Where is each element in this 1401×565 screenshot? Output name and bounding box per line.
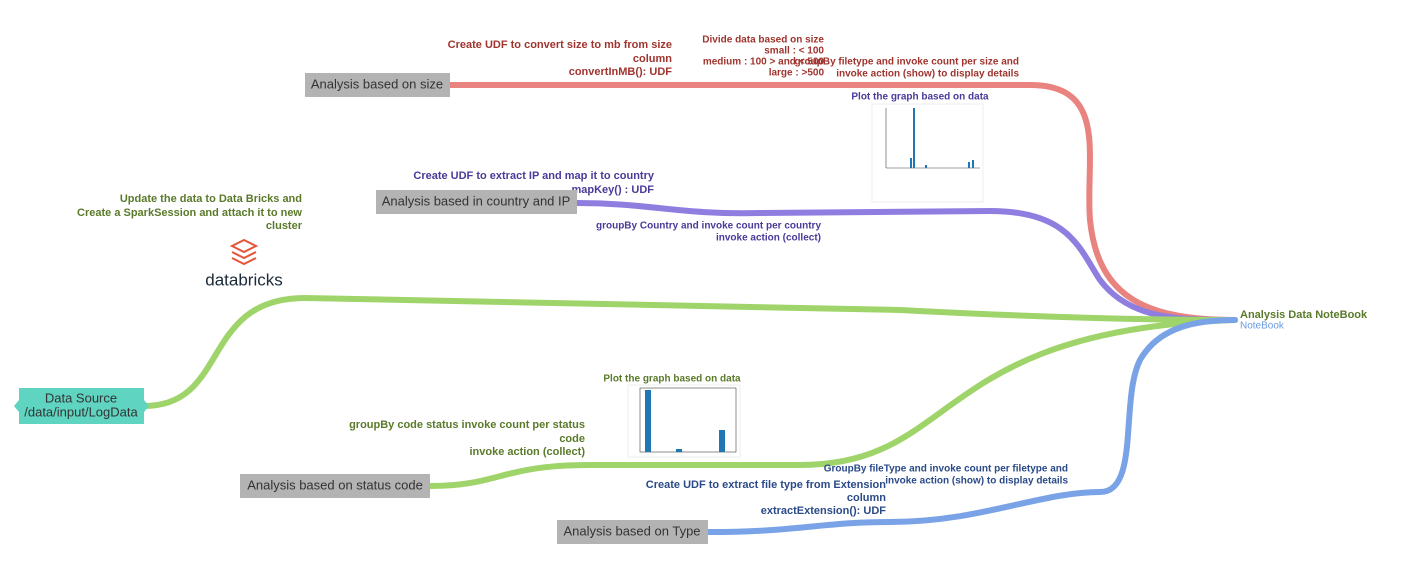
udf-text: column	[633, 53, 672, 65]
group-text: code	[559, 433, 585, 445]
caption: Update the data to Data Bricks and	[120, 193, 302, 205]
group-text: invoke action (show) to display details	[836, 69, 1019, 80]
divide-text: large : >500	[769, 68, 825, 79]
group-text: invoke action (collect)	[716, 233, 821, 244]
notch	[14, 400, 19, 412]
plot-text: Plot the graph based on data	[603, 374, 741, 385]
node-label: Analysis based on Type	[563, 523, 700, 538]
logo-text: databricks	[205, 270, 282, 289]
target-subtitle: NoteBook	[1240, 321, 1285, 332]
udf-text: column	[847, 492, 886, 504]
udf-text: convertInMB(): UDF	[569, 66, 673, 78]
group-text: invoke action (collect)	[469, 446, 585, 458]
divide-text: medium : 100 > and < 500	[703, 57, 825, 68]
node: Analysis based on status code	[240, 474, 430, 498]
divide-text: Divide data based on size	[702, 35, 824, 46]
source-box	[19, 388, 144, 424]
thumbnail-chart	[871, 103, 984, 203]
notch	[144, 400, 149, 412]
source-flow	[141, 294, 1238, 409]
group-text: groupBy Country and invoke count per cou…	[596, 221, 821, 232]
caption: cluster	[266, 220, 303, 232]
udf-text: Create UDF to extract IP and map it to c…	[413, 170, 655, 182]
node-label: Analysis based on status code	[247, 477, 423, 492]
group-text: groupBy code status invoke count per sta…	[349, 419, 585, 431]
udf-text: Create UDF to convert size to mb from si…	[448, 39, 672, 51]
udf-text: extractExtension(): UDF	[761, 505, 887, 517]
udf-text: mapKey() : UDF	[571, 184, 654, 196]
divide-text: small : < 100	[764, 46, 824, 57]
type-flow	[705, 317, 1238, 535]
status-flow	[427, 317, 1238, 489]
size-flow	[447, 82, 1238, 323]
source-path: /data/input/LogData	[24, 404, 138, 419]
node: Analysis based in country and IP	[376, 190, 577, 214]
plot-text: Plot the graph based on data	[851, 92, 989, 103]
group-text: GroupBy fileType and invoke count per fi…	[824, 464, 1068, 475]
thumbnail-chart	[627, 384, 741, 458]
country-flow	[574, 200, 1238, 323]
node-label: Analysis based in country and IP	[382, 193, 571, 208]
target-title: Analysis Data NoteBook	[1240, 309, 1368, 321]
group-text: groupBy filetype and invoke count per si…	[795, 57, 1019, 68]
databricks-logo: databricks	[205, 238, 283, 289]
group-text: invoke action (show) to display details	[885, 476, 1068, 487]
source-title: Data Source	[45, 390, 117, 405]
node: Analysis based on Type	[557, 520, 708, 544]
udf-text: Create UDF to extract file type from Ext…	[646, 479, 887, 491]
caption: Create a SparkSession and attach it to n…	[77, 207, 302, 219]
node: Analysis based on size	[305, 73, 450, 97]
node-label: Analysis based on size	[311, 76, 443, 91]
